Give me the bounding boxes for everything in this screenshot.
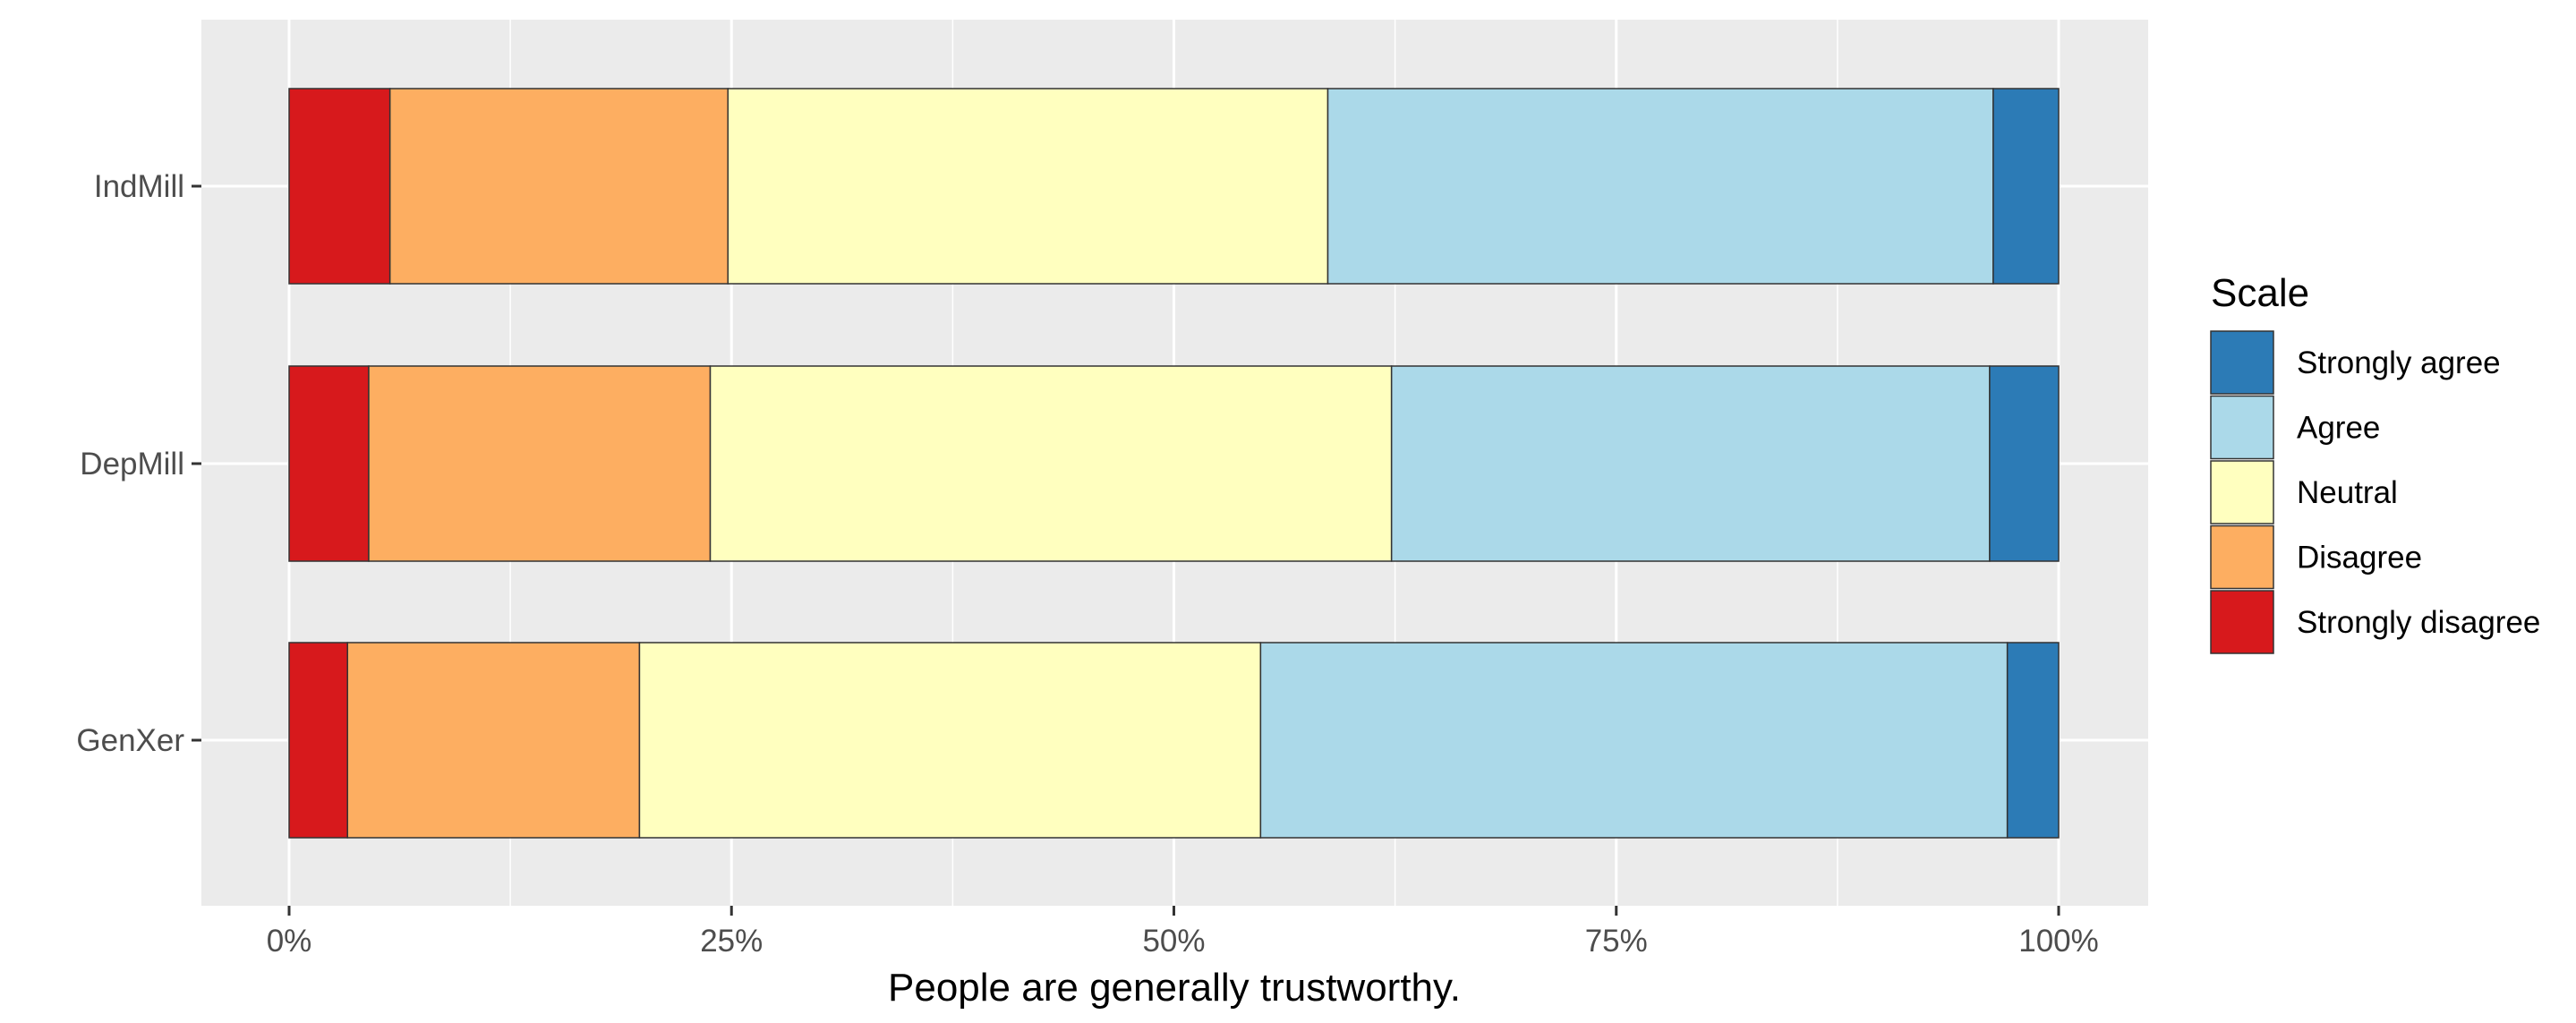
- bar-depmill-neutral: DepMill — Neutral: 38.5: [709, 365, 1393, 562]
- x-tick-label: 25%: [700, 924, 763, 959]
- legend-key-agree: [2210, 395, 2274, 460]
- bar-depmill-agree: DepMill — Agree: 33.8: [1390, 365, 1991, 562]
- bar-genxer-neutral: GenXer — Neutral: 35.1: [638, 642, 1262, 839]
- y-tick-label-genxer: GenXer: [76, 723, 184, 758]
- legend-key-strongly-agree: [2210, 330, 2274, 395]
- bar-indmill-neutral: IndMill — Neutral: 33.9: [727, 88, 1329, 285]
- bar-indmill-strongly-agree: IndMill — Strongly agree: 3.7: [1992, 88, 2060, 285]
- legend-label-strongly-disagree: Strongly disagree: [2297, 605, 2540, 640]
- legend-label-disagree: Disagree: [2297, 541, 2422, 575]
- x-tick-label: 0%: [267, 924, 312, 959]
- bar-genxer-strongly-disagree: GenXer — Strongly disagree: 3.3: [288, 642, 348, 839]
- bar-genxer-strongly-agree: GenXer — Strongly agree: 2.9: [2006, 642, 2060, 839]
- legend-label-strongly-agree: Strongly agree: [2297, 345, 2501, 380]
- legend-title: Scale: [2211, 271, 2309, 315]
- bars: GenXer — Strongly disagree: 3.3GenXer — …: [288, 88, 2060, 839]
- bar-indmill-strongly-disagree: IndMill — Strongly disagree: 5.7: [288, 88, 391, 285]
- legend-key-strongly-disagree: [2210, 590, 2274, 654]
- bar-depmill-strongly-agree: DepMill — Strongly agree: 3.9: [1989, 365, 2060, 562]
- bar-depmill-disagree: DepMill — Disagree: 19.3: [368, 365, 712, 562]
- x-axis: 0% 25% 50% 75% 100%: [267, 906, 2099, 959]
- x-tick-label: 100%: [2018, 924, 2099, 959]
- legend-label-agree: Agree: [2297, 411, 2380, 446]
- bar-indmill-disagree: IndMill — Disagree: 19.1: [388, 88, 729, 285]
- y-tick-label-indmill: IndMill: [94, 169, 184, 204]
- legend-key-disagree: [2210, 524, 2274, 590]
- bar-genxer-agree: GenXer — Agree: 42.2: [1259, 642, 2009, 839]
- y-axis: GenXer DepMill IndMill: [76, 169, 201, 758]
- bar-genxer-disagree: GenXer — Disagree: 16.5: [346, 642, 641, 839]
- y-tick-label-depmill: DepMill: [80, 447, 184, 482]
- x-axis-title: People are generally trustworthy.: [888, 966, 1461, 1010]
- bar-indmill-agree: IndMill — Agree: 37.6: [1326, 88, 1994, 285]
- x-tick-label: 50%: [1142, 924, 1205, 959]
- legend: Scale Strongly agree Agree Neutral Disagree…: [2210, 271, 2540, 654]
- bar-depmill-strongly-disagree: DepMill — Strongly disagree: 4.5: [288, 365, 370, 562]
- legend-label-neutral: Neutral: [2297, 475, 2398, 510]
- x-tick-label: 75%: [1585, 924, 1648, 959]
- legend-key-neutral: [2210, 460, 2274, 524]
